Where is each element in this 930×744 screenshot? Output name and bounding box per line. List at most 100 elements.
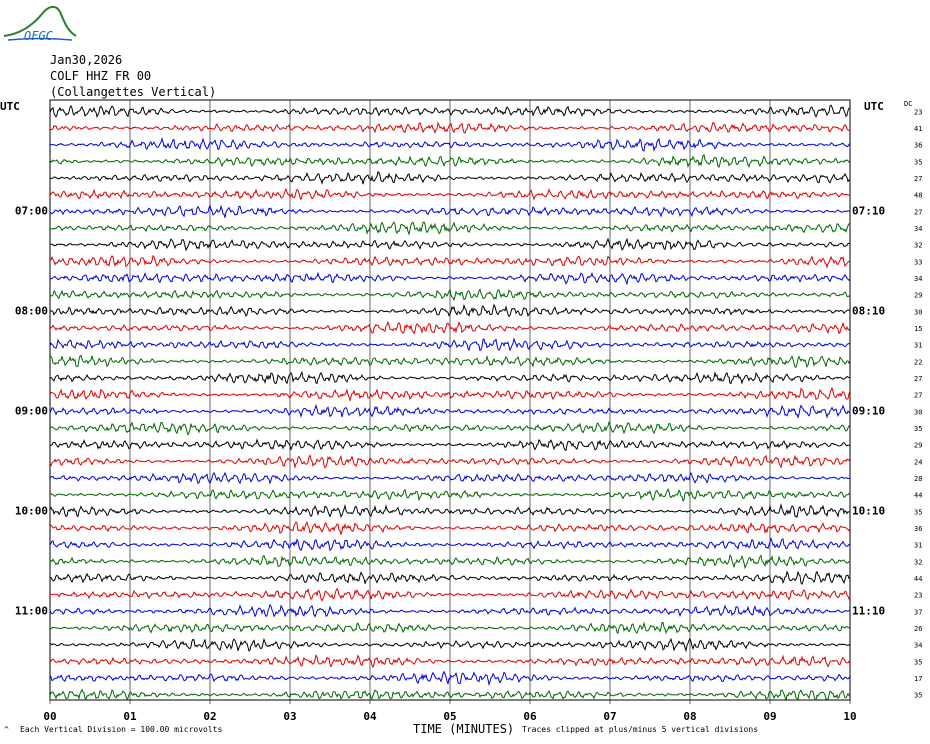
dc-offset-label: 30 (914, 308, 922, 316)
utc-label-right: UTC (864, 100, 884, 113)
trace-row-19 (49, 403, 851, 419)
scale-note: Each Vertical Division = 100.00 microvol… (20, 725, 223, 734)
trace-row-22 (49, 454, 851, 469)
logo-text: OFGC (24, 29, 54, 43)
trace-row-2 (49, 121, 851, 135)
trace-row-18 (49, 386, 851, 403)
station-label: COLF HHZ FR 00 (50, 69, 152, 83)
trace-row-34 (49, 654, 851, 669)
dc-offset-label: 35 (914, 508, 922, 516)
dc-offset-label: 34 (914, 225, 922, 233)
x-tick-label: 06 (523, 710, 537, 723)
x-axis-title: TIME (MINUTES) (413, 722, 515, 736)
dc-offset-label: 35 (914, 692, 922, 700)
trace-row-10 (49, 254, 851, 269)
left-time-label: 08:00 (15, 304, 48, 317)
x-tick-label: 07 (603, 710, 616, 723)
trace-row-31 (49, 603, 851, 618)
left-time-label: 10:00 (15, 504, 48, 517)
right-time-label: 07:10 (852, 204, 885, 217)
dc-offset-label: 27 (914, 392, 922, 400)
utc-label-left: UTC (0, 100, 20, 113)
dc-offset-label: 32 (914, 242, 922, 250)
trace-row-14 (49, 320, 851, 335)
trace-row-32 (49, 621, 851, 635)
location-label: (Collangettes Vertical) (50, 85, 217, 99)
dc-offset-label: 23 (914, 108, 922, 116)
footer-mark: ^ (4, 725, 9, 734)
dc-offset-label: 37 (914, 608, 922, 616)
left-time-label: 07:00 (15, 204, 48, 217)
left-time-label: 09:00 (15, 404, 48, 417)
trace-row-17 (49, 371, 851, 385)
dc-offset-label: 27 (914, 208, 922, 216)
dc-offset-label: 32 (914, 558, 922, 566)
trace-row-29 (49, 570, 850, 586)
x-tick-label: 04 (363, 710, 377, 723)
trace-row-30 (49, 587, 851, 602)
x-tick-label: 02 (203, 710, 216, 723)
dc-offset-label: 29 (914, 442, 922, 450)
dc-offset-label: 35 (914, 425, 922, 433)
x-tick-label: 03 (283, 710, 296, 723)
dc-offset-label: 27 (914, 175, 922, 183)
x-tick-label: 01 (123, 710, 137, 723)
trace-row-16 (49, 354, 851, 369)
x-tick-label: 08 (683, 710, 696, 723)
trace-row-26 (49, 521, 851, 536)
dc-offset-label: 22 (914, 358, 922, 366)
left-time-label: 11:00 (15, 604, 48, 617)
trace-row-15 (49, 337, 851, 352)
dc-offset-label: 33 (914, 258, 922, 266)
trace-row-11 (49, 271, 851, 286)
dc-offset-label: 34 (914, 642, 922, 650)
dc-offset-label: 44 (914, 492, 922, 500)
right-time-label: 08:10 (852, 304, 885, 317)
trace-row-9 (49, 237, 851, 252)
dc-offset-label: 31 (914, 542, 922, 550)
right-time-label: 10:10 (852, 504, 885, 517)
right-time-label: 09:10 (852, 404, 885, 417)
trace-row-8 (49, 221, 851, 236)
trace-row-33 (49, 637, 851, 653)
dc-offset-label: 34 (914, 275, 922, 283)
dc-offset-label: 35 (914, 158, 922, 166)
x-tick-label: 00 (43, 710, 56, 723)
x-tick-label: 10 (843, 710, 856, 723)
trace-row-1 (49, 104, 851, 119)
dc-offset-label: 24 (914, 458, 922, 466)
clip-note: Traces clipped at plus/minus 5 vertical … (522, 725, 759, 734)
trace-row-20 (49, 420, 851, 436)
trace-row-3 (49, 136, 851, 152)
dc-label: DC (904, 100, 912, 108)
right-time-label: 11:10 (852, 604, 885, 617)
trace-row-7 (49, 204, 851, 218)
trace-row-27 (49, 537, 851, 552)
trace-row-36 (49, 688, 851, 702)
dc-offset-label: 35 (914, 658, 922, 666)
trace-row-5 (50, 170, 851, 185)
trace-row-25 (49, 502, 851, 519)
dc-offset-label: 30 (914, 408, 922, 416)
date-label: Jan30,2026 (50, 53, 123, 67)
x-tick-label: 09 (763, 710, 776, 723)
ofgc-logo: OFGC (3, 6, 77, 43)
logo-swoosh (3, 6, 77, 37)
dc-offset-label: 36 (914, 525, 922, 533)
trace-row-13 (49, 303, 851, 318)
trace-row-6 (49, 187, 851, 201)
dc-offset-label: 41 (914, 125, 922, 133)
dc-offset-label: 31 (914, 342, 922, 350)
dc-offset-label: 36 (914, 142, 922, 150)
dc-offset-label: 29 (914, 292, 922, 300)
dc-offset-label: 48 (914, 192, 922, 200)
trace-row-4 (49, 153, 851, 169)
dc-offset-label: 27 (914, 375, 922, 383)
trace-row-21 (49, 438, 850, 451)
trace-row-35 (49, 670, 851, 687)
trace-row-28 (49, 554, 851, 570)
dc-offset-label: 23 (914, 592, 922, 600)
trace-row-23 (49, 471, 850, 485)
dc-offset-label: 44 (914, 575, 922, 583)
